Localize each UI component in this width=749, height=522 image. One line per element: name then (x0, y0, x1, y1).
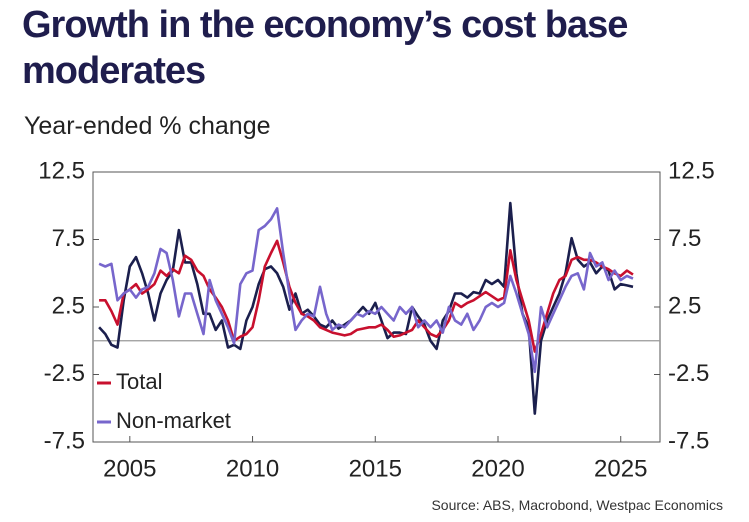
y2-tick-label: 12.5 (668, 157, 715, 184)
x-tick-label: 2025 (594, 455, 647, 482)
y-tick-label: 7.5 (52, 225, 85, 252)
y2-tick-label: 2.5 (668, 292, 701, 319)
subtitle: Year-ended % change (24, 112, 271, 140)
y-tick-label: 12.5 (38, 157, 85, 184)
y-tick-label: 2.5 (52, 292, 85, 319)
series-line (99, 239, 634, 353)
title: Growth in the economy’s cost base modera… (22, 4, 628, 92)
series-line (98, 207, 634, 374)
source: Source: ABS, Macrobond, Westpac Economic… (431, 497, 723, 513)
y-tick-label: -2.5 (44, 360, 85, 387)
x-tick-label: 2010 (226, 455, 279, 482)
x-tick-label: 2020 (471, 455, 524, 482)
y-tick-label: -7.5 (44, 427, 85, 454)
x-tick-label: 2015 (349, 455, 402, 482)
y2-tick-label: -7.5 (668, 427, 709, 454)
x-tick-label: 2005 (103, 455, 156, 482)
series-line (98, 201, 634, 415)
y2-tick-label: 7.5 (668, 225, 701, 252)
y2-tick-label: -2.5 (668, 360, 709, 387)
legend-label: Non-market (116, 408, 231, 433)
legend-label: Total (116, 369, 162, 394)
